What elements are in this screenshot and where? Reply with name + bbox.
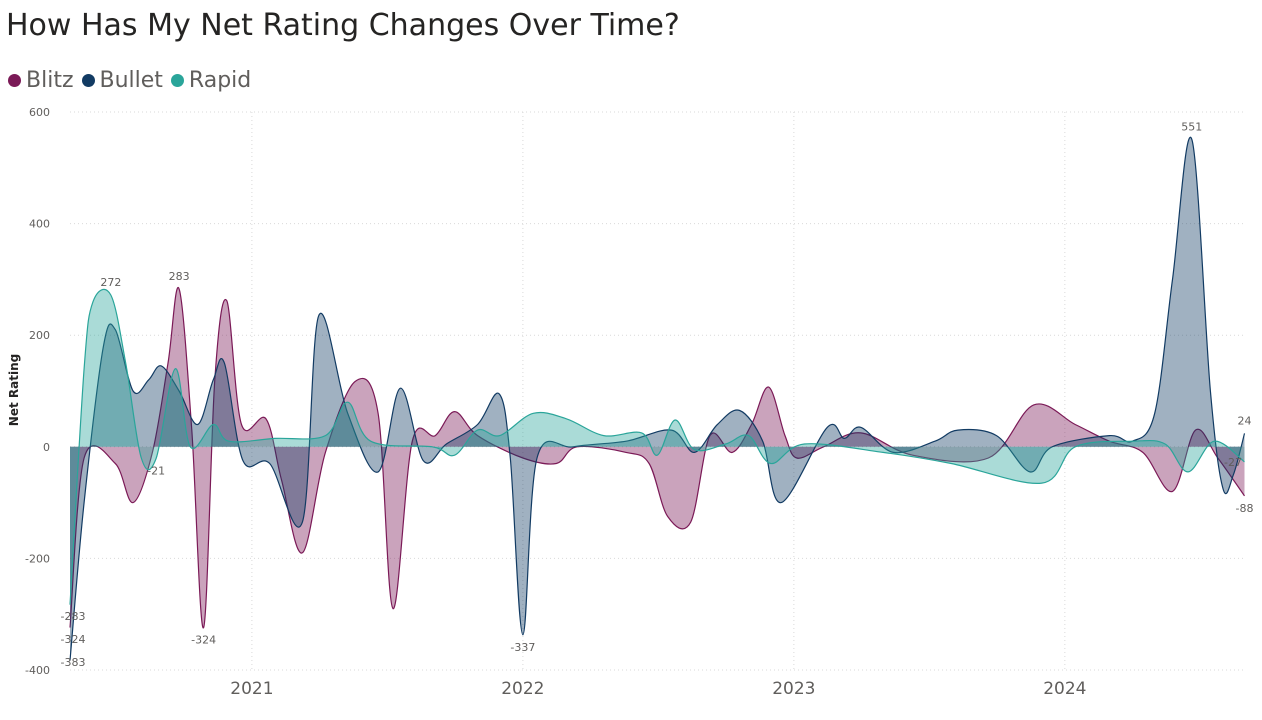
data-label-rapid: -21 [147,465,165,478]
data-label-blitz: -324 [191,634,216,647]
chart-legend: Blitz Bullet Rapid [8,68,259,93]
data-label-bullet: -337 [510,641,535,654]
legend-marker-blitz [8,74,21,87]
data-label-rapid: -283 [61,610,86,623]
y-tick-label: -400 [25,664,50,677]
legend-label-bullet: Bullet [99,68,163,93]
data-labels: 551 272 283 -21 -324 -337 -283 -324 -383 24 -27 -88 [61,120,1254,669]
area-rapid[interactable] [70,289,1245,605]
x-tick-label: 2021 [230,679,273,699]
line-rapid [69,288,1245,605]
legend-label-rapid: Rapid [188,68,252,93]
x-axis: 2021 2022 2023 2024 [230,679,1086,699]
data-label-bullet: -383 [61,656,86,669]
y-tick-label: 0 [43,441,50,454]
area-bullet[interactable] [70,137,1245,661]
data-label-rapid: -27 [1224,456,1242,469]
legend-item-blitz[interactable]: Blitz [8,68,74,93]
legend-item-rapid[interactable]: Rapid [170,68,252,93]
legend-marker-bullet [81,74,95,87]
data-label-blitz: -88 [1236,502,1254,515]
series-areas [69,136,1246,661]
line-blitz [69,286,1245,629]
line-bullet [69,136,1246,661]
chart-title: How Has My Net Rating Changes Over Time? [6,8,680,43]
legend-label-blitz: Blitz [26,68,74,93]
y-tick-label: 400 [29,218,50,231]
legend-item-bullet[interactable]: Bullet [81,68,163,93]
grid-lines [70,111,1246,671]
data-label-blitz: -324 [61,633,86,646]
x-tick-label: 2022 [501,679,544,699]
y-tick-label: 200 [29,329,50,342]
y-tick-label: -200 [25,552,50,565]
y-axis: -400 -200 0 200 400 600 [25,106,50,677]
data-label-blitz: 283 [169,270,190,283]
data-label-bullet: 551 [1181,120,1202,133]
data-label-rapid: 272 [100,276,121,289]
data-label-bullet: 24 [1238,414,1252,427]
x-tick-label: 2024 [1043,679,1086,699]
area-blitz[interactable] [70,287,1245,628]
legend-marker-rapid [170,74,184,87]
x-tick-label: 2023 [772,679,815,699]
y-axis-title: Net Rating [7,354,21,426]
y-tick-label: 600 [29,106,50,119]
